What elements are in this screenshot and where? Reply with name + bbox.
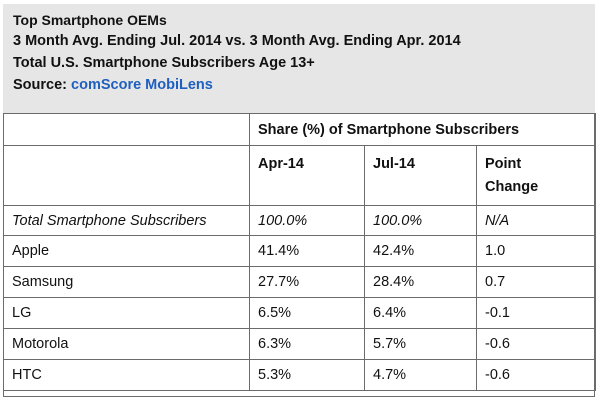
row-label: Motorola [3,328,250,360]
row-label: LG [3,297,250,329]
cell-apr: 5.3% [249,359,365,391]
cell-change: -0.6 [476,359,596,391]
empty-corner-cell [3,113,250,146]
chart-source: Source: comScore MobiLens [13,74,595,96]
col-header-change-line2: Change [485,179,539,195]
table-row: LG 6.5% 6.4% -0.1 [3,297,596,329]
source-link[interactable]: comScore MobiLens [71,77,213,93]
cell-apr: 100.0% [249,205,365,236]
cell-apr: 27.7% [249,266,365,298]
table-row: HTC 5.3% 4.7% -0.6 [3,359,596,391]
group-header-row: Share (%) of Smartphone Subscribers [3,113,596,146]
share-table: Share (%) of Smartphone Subscribers Apr-… [3,113,596,391]
row-label: Apple [3,235,250,267]
table-row: Apple 41.4% 42.4% 1.0 [3,235,596,267]
col-header-change: Point Change [476,145,596,206]
chart-population: Total U.S. Smartphone Subscribers Age 13… [13,55,315,71]
cell-apr: 6.3% [249,328,365,360]
cell-jul: 4.7% [364,359,477,391]
row-label: Total Smartphone Subscribers [3,205,250,236]
cell-jul: 6.4% [364,297,477,329]
cell-apr: 6.5% [249,297,365,329]
cell-apr: 41.4% [249,235,365,267]
table-header-block: Top Smartphone OEMs 3 Month Avg. Ending … [3,4,595,114]
cell-change: 1.0 [476,235,596,267]
cell-change: 0.7 [476,266,596,298]
table-row-total: Total Smartphone Subscribers 100.0% 100.… [3,205,596,236]
cell-change: -0.1 [476,297,596,329]
row-label: Samsung [3,266,250,298]
cell-jul: 28.4% [364,266,477,298]
cell-change: -0.6 [476,328,596,360]
col-header-apr: Apr-14 [249,145,365,206]
group-header-cell: Share (%) of Smartphone Subscribers [249,113,596,146]
row-label: HTC [3,359,250,391]
cell-jul: 100.0% [364,205,477,236]
source-label: Source: [13,77,67,93]
cell-jul: 5.7% [364,328,477,360]
column-header-row: Apr-14 Jul-14 Point Change [3,145,596,206]
chart-subtitle: 3 Month Avg. Ending Jul. 2014 vs. 3 Mont… [13,33,461,49]
table-row: Motorola 6.3% 5.7% -0.6 [3,328,596,360]
chart-title: Top Smartphone OEMs [13,12,167,28]
cell-change: N/A [476,205,596,236]
col-header-jul: Jul-14 [364,145,477,206]
col-header-change-line1: Point [485,156,522,172]
empty-label-header [3,145,250,206]
cell-jul: 42.4% [364,235,477,267]
table-row: Samsung 27.7% 28.4% 0.7 [3,266,596,298]
